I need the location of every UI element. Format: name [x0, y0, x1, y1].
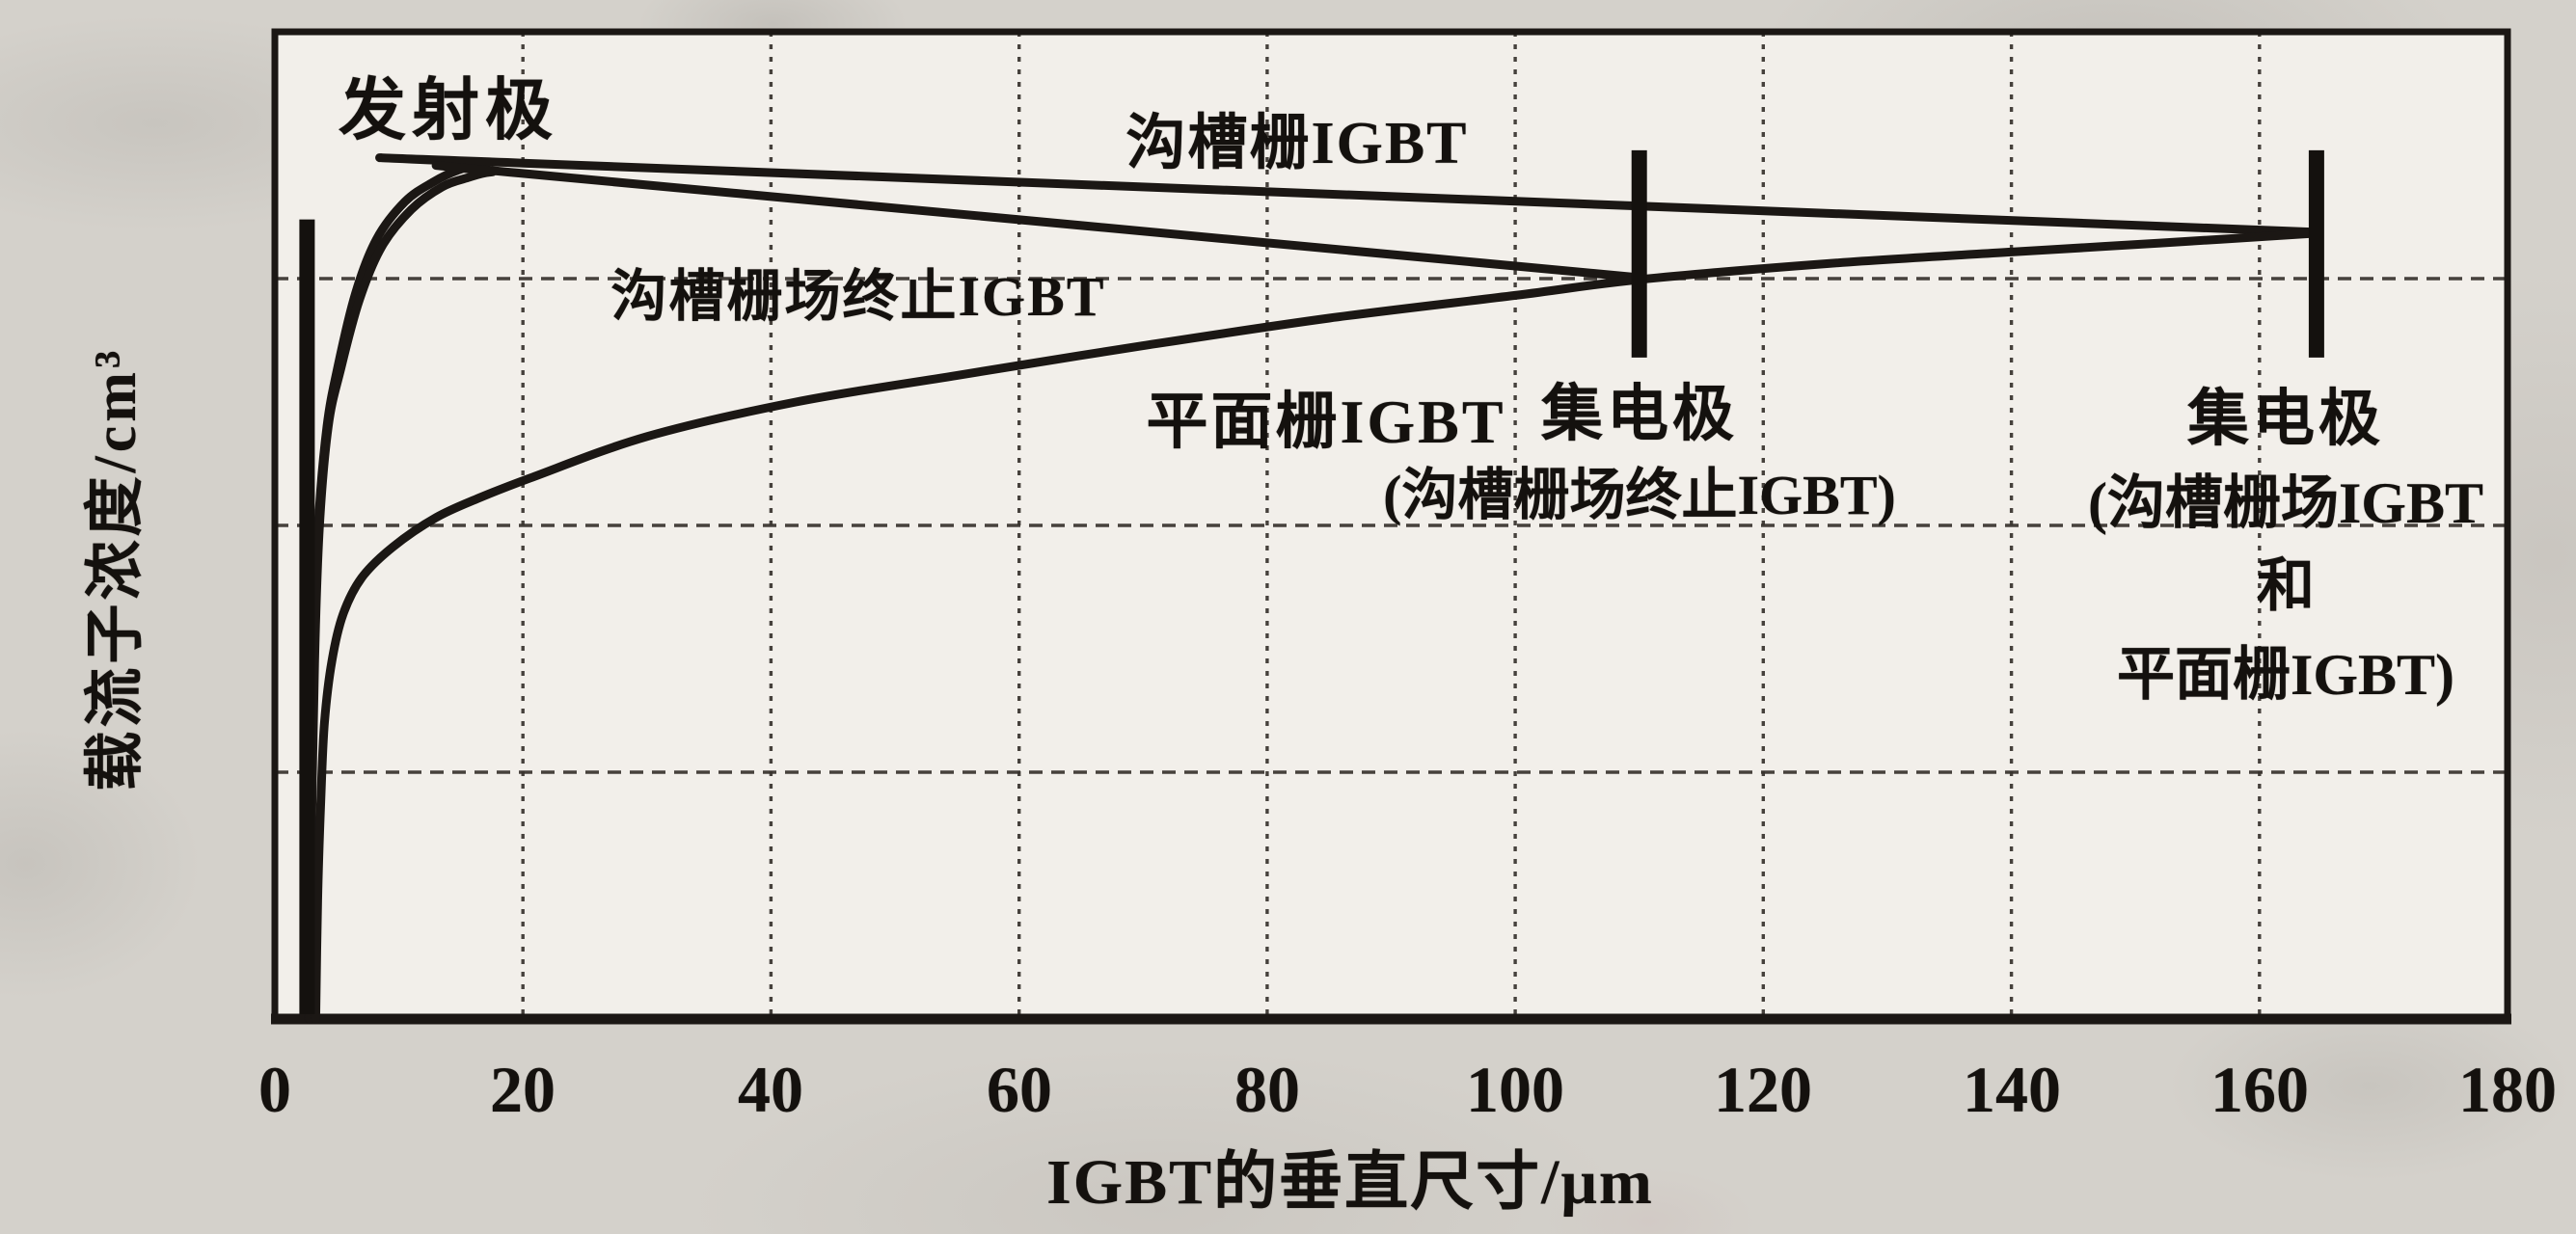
collector-trench-planar-label-line3: 和: [2257, 554, 2315, 618]
x-tick-label: 120: [1714, 1053, 1812, 1126]
trench-gate-igbt-label: 沟槽栅IGBT: [1125, 111, 1469, 176]
x-tick-label: 60: [987, 1053, 1052, 1126]
x-tick-label: 80: [1234, 1053, 1300, 1126]
y-axis-title: 载流子浓度/cm³: [83, 346, 149, 791]
x-tick-label: 140: [1963, 1053, 2061, 1126]
collector-trench-planar-label-line1: 集电极: [2187, 385, 2384, 453]
emitter-label: 发射极: [339, 74, 558, 148]
x-tick-label: 160: [2210, 1053, 2309, 1126]
collector-field-stop-label-line1: 集电极: [1541, 380, 1738, 448]
x-axis-title: IGBT的垂直尺寸/μm: [1046, 1147, 1654, 1218]
curve-planar-gate-igbt: [311, 228, 2321, 1024]
x-tick-label: 100: [1466, 1053, 1564, 1126]
collector-field-stop-label-line2: (沟槽栅场终止IGBT): [1383, 464, 1896, 526]
x-tick-label: 180: [2458, 1053, 2557, 1126]
x-tick-label: 40: [738, 1053, 803, 1126]
x-tick-label: 0: [258, 1053, 291, 1126]
x-tick-label: 20: [490, 1053, 556, 1126]
planar-gate-igbt-label: 平面栅IGBT: [1146, 388, 1506, 456]
collector-trench-planar-label-line2: (沟槽栅场IGBT: [2087, 471, 2484, 535]
x-axis-tick-labels: 0 20 40 60 80 100 120 140 160 180: [0, 1057, 2576, 1134]
collector-trench-planar-label-line4: 平面栅IGBT): [2116, 643, 2455, 707]
trench-field-stop-igbt-label: 沟槽栅场终止IGBT: [610, 265, 1106, 328]
